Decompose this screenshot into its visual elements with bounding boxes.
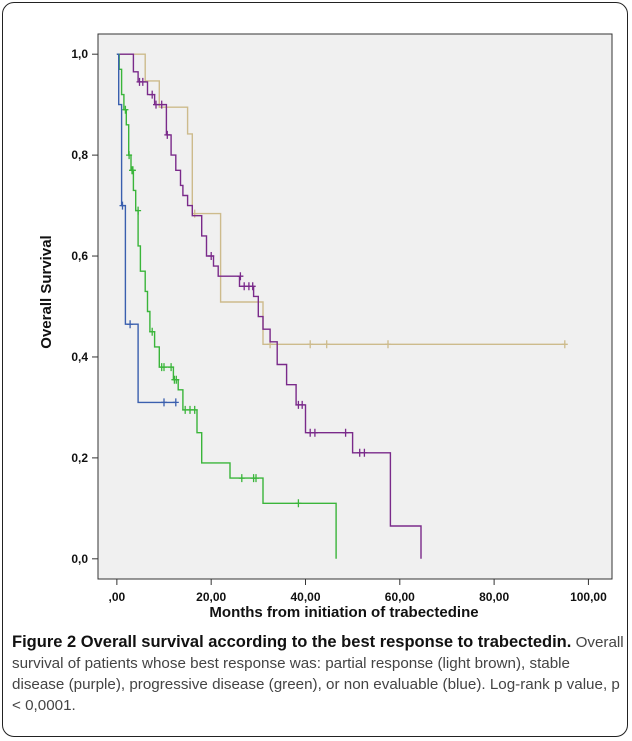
x-tick-label: ,00 (109, 590, 126, 604)
y-tick-label: 0,8 (71, 148, 88, 162)
censor-mark (172, 398, 179, 407)
censor-mark (561, 340, 568, 349)
survival-chart: ,00 20,00 40,00 60,00 80,00 100,00 0,0 0,2 0,4 0,… (38, 33, 613, 621)
censor-mark (237, 272, 244, 281)
series-non-evaluable (116, 53, 179, 407)
censor-mark (191, 405, 198, 414)
caption-title: Figure 2 Overall survival according to t… (12, 633, 572, 651)
censor-mark (342, 428, 349, 437)
censor-mark (126, 151, 133, 160)
censor-mark (385, 340, 391, 349)
censor-mark (164, 130, 171, 139)
plot-area (97, 33, 613, 580)
y-tick-label: 1,0 (71, 47, 88, 61)
survival-curve-partial-response (116, 53, 565, 345)
censor-mark (158, 100, 165, 109)
series-partial-response (116, 53, 568, 349)
y-tick-label: 0,2 (71, 451, 88, 465)
censor-mark (238, 474, 245, 483)
censor-mark (119, 201, 126, 210)
x-tick-label: 40,00 (290, 590, 320, 604)
y-tick-label: 0,0 (71, 552, 88, 566)
censor-mark (135, 206, 142, 215)
censor-mark (168, 363, 175, 372)
series-progressive-disease (116, 53, 337, 559)
censor-mark (149, 327, 156, 336)
censor-mark (127, 320, 134, 329)
series-stable-disease (116, 53, 422, 559)
censor-mark (161, 363, 167, 372)
censor-mark (149, 90, 156, 99)
x-tick-label: 100,00 (570, 590, 607, 604)
censor-mark (122, 105, 129, 114)
censor-mark (295, 499, 302, 508)
x-axis-label: Months from initiation of trabectedine (209, 604, 478, 621)
survival-curve-progressive-disease (116, 53, 337, 559)
censor-mark (323, 340, 330, 349)
figure-caption: Figure 2 Overall survival according to t… (12, 632, 624, 716)
caption-text: Overall survival of patients whose best … (12, 634, 624, 714)
censor-mark (361, 448, 368, 457)
x-tick-label: 60,00 (385, 590, 415, 604)
censor-mark (173, 375, 180, 384)
censor-mark (139, 77, 146, 86)
censor-mark (249, 282, 256, 291)
censor-mark (307, 340, 314, 349)
censor-mark (311, 428, 318, 437)
censor-mark (208, 252, 215, 260)
censor-mark (161, 398, 167, 407)
censor-mark (253, 474, 259, 483)
x-tick-label: 80,00 (479, 590, 509, 604)
y-tick-label: 0,4 (71, 350, 88, 364)
x-tick-label: 20,00 (196, 590, 226, 604)
y-axis-label: Overall Survival (38, 235, 55, 348)
censor-mark (129, 166, 136, 175)
censor-mark (153, 100, 159, 109)
y-tick-label: 0,6 (71, 249, 88, 263)
censor-mark (299, 400, 306, 409)
